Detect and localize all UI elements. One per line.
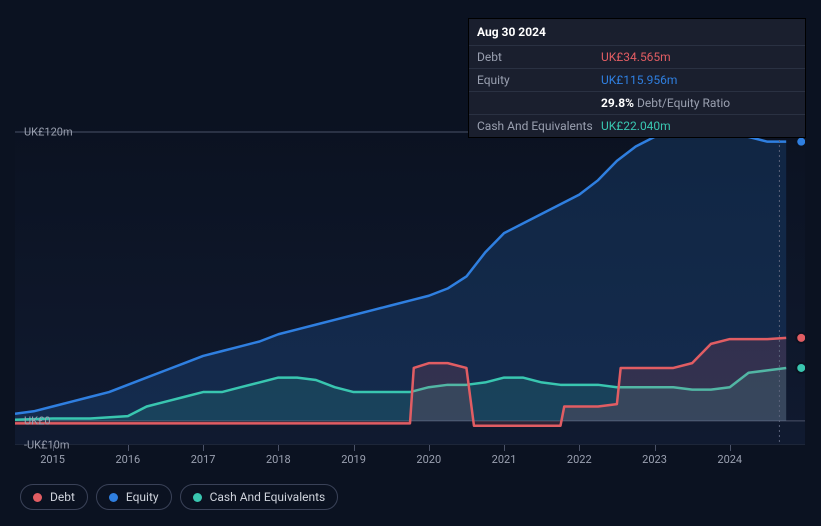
legend-item-equity[interactable]: Equity <box>96 484 172 510</box>
legend-label: Cash And Equivalents <box>210 490 326 504</box>
tooltip-row-label: Debt <box>477 50 601 64</box>
y-axis-label: -UK£10m <box>24 439 69 452</box>
tooltip-row: EquityUK£115.956m <box>469 69 805 92</box>
x-axis-label: 2023 <box>642 453 667 466</box>
legend-label: Equity <box>126 490 159 504</box>
legend-dot-icon <box>109 493 118 502</box>
x-axis-label: 2020 <box>416 453 441 466</box>
legend-item-debt[interactable]: Debt <box>20 484 88 510</box>
x-axis-label: 2021 <box>492 453 517 466</box>
chart-svg <box>15 120 805 445</box>
y-axis-label: UK£0 <box>24 414 51 427</box>
legend-dot-icon <box>193 493 202 502</box>
tooltip-row-label <box>477 96 601 110</box>
tooltip-row-label: Cash And Equivalents <box>477 119 601 133</box>
y-axis-label: UK£120m <box>24 126 73 139</box>
tooltip-row-label: Equity <box>477 73 601 87</box>
x-axis: 2015 2016 2017 2018 2019 2020 2021 2022 2023 2024 <box>15 445 805 475</box>
tooltip-row-value: UK£115.956m <box>601 73 797 87</box>
chart-tooltip: Aug 30 2024 DebtUK£34.565mEquityUK£115.9… <box>468 18 806 138</box>
x-axis-label: 2022 <box>567 453 592 466</box>
tooltip-row-value: UK£22.040m <box>601 119 797 133</box>
legend-item-cash-and-equivalents[interactable]: Cash And Equivalents <box>180 484 339 510</box>
x-axis-label: 2015 <box>40 453 65 466</box>
x-axis-label: 2024 <box>717 453 742 466</box>
tooltip-row: 29.8% Debt/Equity Ratio <box>469 92 805 115</box>
tooltip-row-value: UK£34.565m <box>601 50 797 64</box>
legend-label: Debt <box>50 490 75 504</box>
chart-plot-area <box>15 120 805 445</box>
tooltip-row: DebtUK£34.565m <box>469 46 805 69</box>
legend-dot-icon <box>33 493 42 502</box>
chart-legend: Debt Equity Cash And Equivalents <box>20 484 338 510</box>
x-axis-label: 2017 <box>191 453 216 466</box>
tooltip-row-value: 29.8% Debt/Equity Ratio <box>601 96 797 110</box>
tooltip-row: Cash And EquivalentsUK£22.040m <box>469 115 805 137</box>
x-axis-label: 2019 <box>341 453 366 466</box>
x-axis-label: 2018 <box>266 453 291 466</box>
x-axis-label: 2016 <box>115 453 140 466</box>
tooltip-date: Aug 30 2024 <box>469 19 805 46</box>
